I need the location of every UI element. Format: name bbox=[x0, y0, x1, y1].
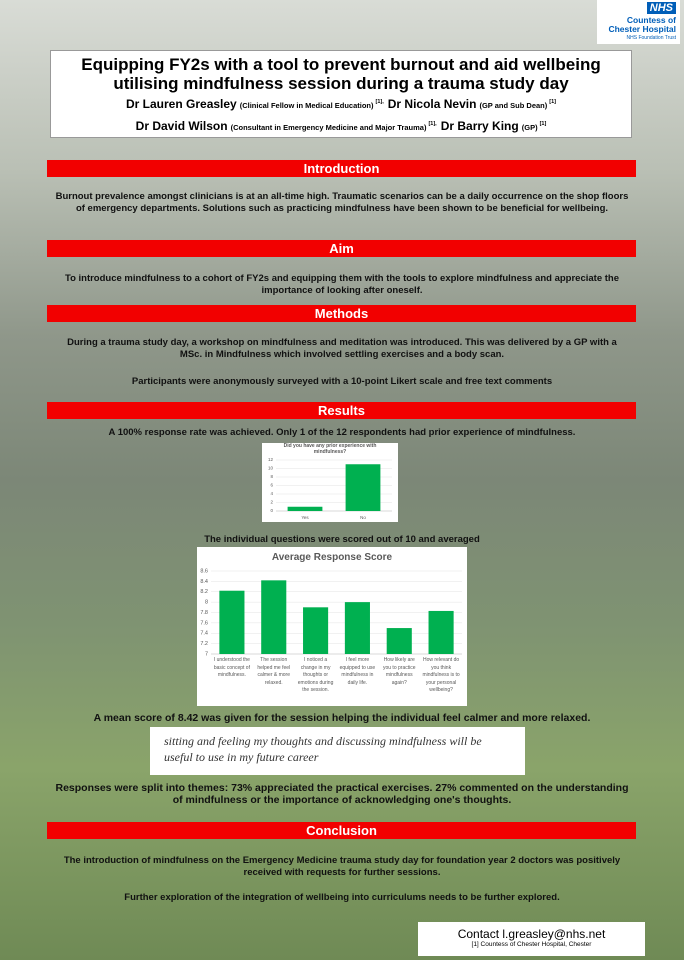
methods-text: Participants were anonymously surveyed w… bbox=[131, 376, 553, 387]
handwritten-comment: sitting and feeling my thoughts and disc… bbox=[150, 727, 525, 775]
y-tick-label: 8 bbox=[205, 600, 208, 606]
y-tick-label: 2 bbox=[270, 500, 273, 505]
bar bbox=[219, 590, 245, 654]
contact-box: Contact l.greasley@nhs.net [1] Countess … bbox=[418, 922, 645, 956]
chart: Average Response Score 7 7.2 7.4 7.6 7.8 8 8.2 8… bbox=[197, 547, 467, 706]
section-heading: Introduction bbox=[47, 160, 636, 177]
author-name: Dr Lauren Greasley bbox=[126, 97, 237, 111]
chart-title: Average Response Score bbox=[271, 552, 393, 563]
bar bbox=[303, 607, 329, 654]
chart-caption: The individual questions were scored out… bbox=[204, 534, 480, 545]
bar bbox=[261, 580, 287, 654]
contact-affiliation: [1] Countess of Chester Hospital, Cheste… bbox=[471, 941, 592, 948]
chart-title: Did you have any prior experience with m… bbox=[283, 443, 377, 455]
y-tick-label: 8 bbox=[270, 474, 273, 479]
contact-email: Contact l.greasley@nhs.net bbox=[457, 927, 606, 941]
authors: Dr Lauren Greasley (Clinical Fellow in Me… bbox=[51, 93, 631, 137]
author: Dr Barry King (GP) [1] bbox=[441, 119, 547, 133]
aim-text: To introduce mindfulness to a cohort of … bbox=[64, 273, 620, 296]
poster-title: Equipping FY2s with a tool to prevent bu… bbox=[81, 55, 601, 93]
author-name: Dr David Wilson bbox=[135, 119, 228, 133]
y-tick-label: 8.4 bbox=[200, 579, 208, 585]
x-tick-label: No bbox=[360, 515, 366, 520]
bar bbox=[428, 610, 454, 654]
author-role: (Consultant in Emergency Medicine and Ma… bbox=[230, 123, 427, 132]
author-name: Dr Nicola Nevin bbox=[387, 97, 477, 111]
author: Dr Lauren Greasley (Clinical Fellow in Me… bbox=[126, 97, 384, 111]
author-ref: [1], bbox=[375, 99, 384, 105]
y-tick-label: 8.2 bbox=[200, 589, 208, 595]
bar bbox=[345, 464, 381, 511]
chart-plot: 0 2 4 6 8 10 12 bbox=[268, 457, 392, 513]
y-tick-label: 4 bbox=[270, 491, 273, 496]
y-tick-label: 6 bbox=[270, 483, 273, 488]
author: Dr Nicola Nevin (GP and Sub Dean) [1] bbox=[388, 97, 556, 111]
section-heading: Methods bbox=[47, 305, 636, 322]
author-name: Dr Barry King bbox=[440, 119, 519, 133]
y-tick-label: 8.6 bbox=[200, 568, 208, 574]
chart-plot: 7 7.2 7.4 7.6 7.8 8 8.2 8.4 8.6 bbox=[200, 568, 462, 657]
y-tick-label: 7.8 bbox=[200, 610, 208, 616]
bar bbox=[344, 602, 370, 654]
y-tick-label: 7.6 bbox=[200, 620, 208, 626]
logo-box: NHS Countess of Chester Hospital NHS Fou… bbox=[597, 0, 680, 44]
chart: Did you have any prior experience with m… bbox=[262, 443, 398, 522]
y-tick-label: 7.4 bbox=[200, 631, 208, 637]
y-tick-label: 12 bbox=[268, 457, 274, 462]
author-role: (Clinical Fellow in Medical Education) bbox=[239, 101, 374, 110]
section-heading: Results bbox=[47, 402, 636, 419]
x-tick-label: How likely are you to practice mindfulne… bbox=[382, 657, 416, 686]
results-text: A 100% response rate was achieved. Only … bbox=[108, 427, 576, 438]
x-tick-label: I understood the basic concept of mindfu… bbox=[213, 657, 250, 678]
section-heading: Conclusion bbox=[47, 822, 636, 839]
author: Dr David Wilson (Consultant in Emergency … bbox=[136, 119, 437, 133]
methods-text: During a trauma study day, a workshop on… bbox=[67, 337, 617, 360]
author-ref: [1] bbox=[539, 121, 547, 127]
conclusion-text: The introduction of mindfulness on the E… bbox=[63, 855, 621, 878]
conclusion-text: Further exploration of the integration o… bbox=[124, 892, 560, 903]
x-tick-label: The session helped me feel calmer & more… bbox=[257, 657, 291, 686]
bar bbox=[386, 628, 412, 654]
y-tick-label: 10 bbox=[268, 466, 274, 471]
section-heading: Aim bbox=[47, 240, 636, 257]
author-role: (GP) bbox=[521, 123, 538, 132]
bar bbox=[287, 506, 323, 511]
title-box: Equipping FY2s with a tool to prevent bu… bbox=[50, 50, 632, 138]
y-tick-label: 7 bbox=[205, 651, 208, 657]
y-tick-label: 7.2 bbox=[200, 641, 208, 647]
x-tick-label: I noticed a change in my thoughts or emo… bbox=[297, 657, 334, 693]
x-tick-label: How relevant do you think mindfulness is… bbox=[422, 657, 460, 693]
org-sub: NHS Foundation Trust bbox=[626, 35, 676, 41]
org-name: Countess of Chester Hospital bbox=[608, 15, 676, 34]
x-tick-label: I feel more equipped to use mindfulness … bbox=[339, 657, 376, 686]
author-role: (GP and Sub Dean) bbox=[479, 101, 548, 110]
y-tick-label: 0 bbox=[270, 508, 273, 513]
results-text: Responses were split into themes: 73% ap… bbox=[55, 782, 629, 806]
author-ref: [1], bbox=[428, 121, 437, 127]
results-text: A mean score of 8.42 was given for the s… bbox=[93, 712, 591, 724]
intro-text: Burnout prevalence amongst clinicians is… bbox=[55, 191, 629, 214]
nhs-logo: NHS bbox=[646, 2, 676, 14]
author-ref: [1] bbox=[549, 99, 556, 105]
x-tick-label: Yes bbox=[301, 515, 309, 520]
